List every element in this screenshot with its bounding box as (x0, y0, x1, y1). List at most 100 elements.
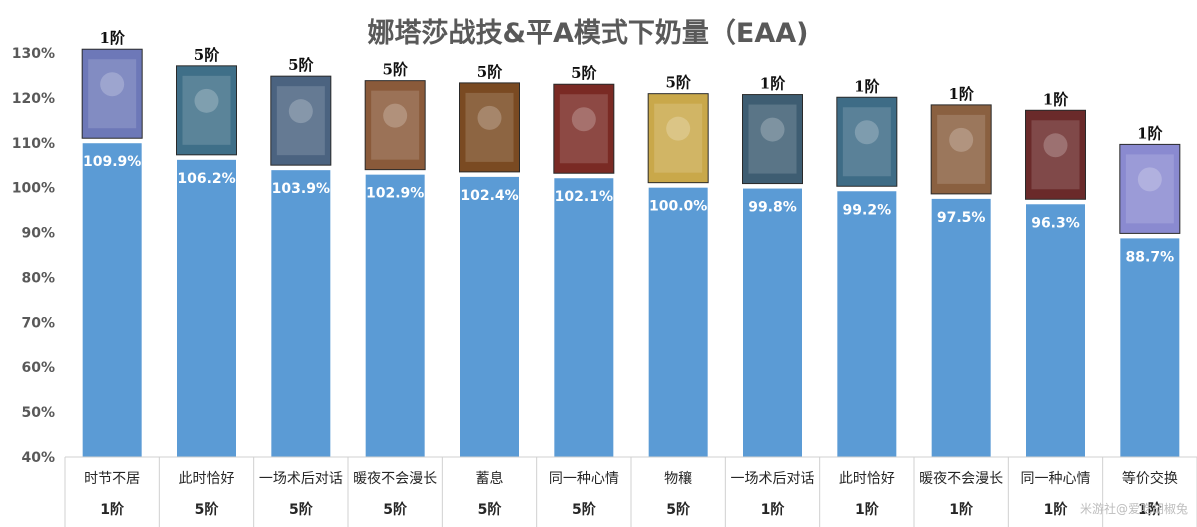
card-rank-label: 5阶 (382, 61, 408, 79)
card-art (459, 82, 520, 172)
bar (837, 191, 897, 457)
card-art-figure (194, 88, 219, 113)
bar (554, 178, 614, 458)
y-tick-label: 80% (21, 270, 55, 286)
data-label: 102.4% (460, 188, 518, 204)
data-label: 96.3% (1031, 215, 1080, 231)
bar (82, 143, 142, 457)
card-rank-label: 1阶 (1137, 124, 1163, 142)
card-rank-label: 5阶 (665, 74, 691, 92)
card-art-figure (666, 116, 691, 141)
y-tick-label: 110% (12, 136, 55, 152)
card-rank-label: 1阶 (1043, 90, 1069, 108)
card-rank-label: 5阶 (194, 46, 220, 64)
card-art (836, 97, 897, 187)
data-label: 109.9% (83, 154, 141, 170)
card-art-highlight (371, 90, 420, 160)
card-art-figure (1043, 133, 1068, 158)
card-art (742, 94, 803, 184)
card-border (270, 75, 332, 166)
card-border (647, 93, 709, 184)
y-axis: 40% 50% 60% 70% 80% 90% 100% 110% 120% 130% (12, 46, 55, 466)
bar (177, 159, 236, 457)
lightcone-card-image (836, 96, 898, 187)
x-rank-label: 5阶 (289, 501, 314, 518)
card-art-highlight (748, 104, 797, 174)
card-art (176, 65, 237, 155)
card-art-highlight (1125, 154, 1174, 224)
lightcone-card-image (930, 104, 992, 195)
card-art (1025, 110, 1086, 200)
lightcone-card-image (553, 83, 615, 174)
card-art-highlight (276, 86, 325, 156)
x-rank-label: 1阶 (100, 501, 125, 518)
x-rank-label: 5阶 (478, 501, 503, 518)
x-tick-label: 此时恰好 (179, 471, 235, 487)
x-tick-label: 等价交换 (1122, 470, 1178, 487)
card-art (648, 93, 709, 183)
x-tick-label: 暖夜不会漫长 (919, 471, 1003, 487)
card-art-highlight (182, 75, 231, 145)
bar (365, 174, 425, 457)
card-art-figure (100, 72, 125, 97)
lightcone-card-image (176, 65, 237, 156)
card-art-highlight (559, 94, 608, 164)
y-tick-label: 40% (21, 450, 55, 466)
card-art-figure (1137, 167, 1162, 192)
x-tick-label: 同一种心情 (549, 471, 619, 487)
y-tick-label: 100% (12, 181, 55, 197)
card-art-figure (571, 107, 596, 132)
card-border (364, 80, 426, 171)
card-rank-label: 5阶 (477, 63, 503, 81)
x-rank-label: 1阶 (761, 501, 786, 518)
y-tick-label: 50% (21, 405, 55, 421)
card-art-figure (949, 127, 974, 152)
x-tick-label: 一场术后对话 (731, 471, 815, 487)
x-rank-label: 1阶 (1138, 501, 1163, 518)
card-border (553, 83, 615, 174)
card-art-highlight (842, 107, 891, 177)
x-tick-label: 蓄息 (476, 470, 504, 487)
x-rank-label: 5阶 (195, 501, 220, 518)
card-border (81, 48, 143, 139)
data-label: 99.2% (843, 202, 892, 218)
bar (1026, 204, 1085, 457)
bar (743, 188, 802, 457)
y-tick-label: 120% (12, 91, 55, 107)
data-label: 102.1% (555, 189, 613, 205)
card-art-highlight (937, 114, 986, 184)
card-art-highlight (88, 59, 137, 129)
lightcone-card-image (1119, 143, 1181, 234)
data-label: 99.8% (748, 200, 797, 216)
card-art (931, 104, 992, 194)
card-border (459, 82, 520, 173)
card-art-figure (760, 117, 785, 142)
x-rank-label: 1阶 (949, 501, 974, 518)
card-border (742, 94, 803, 185)
data-label: 106.2% (177, 171, 235, 187)
bar (1120, 238, 1180, 457)
x-rank-label: 1阶 (1044, 501, 1069, 518)
x-rank-label: 5阶 (572, 501, 597, 518)
card-art-figure (383, 103, 408, 128)
bar (931, 198, 991, 457)
x-rank-label: 5阶 (666, 501, 691, 518)
bar (648, 187, 708, 457)
card-art-figure (288, 99, 313, 124)
y-tick-label: 90% (21, 226, 55, 242)
data-label: 103.9% (272, 181, 330, 197)
x-tick-label: 时节不居 (84, 471, 140, 487)
x-rank-label: 1阶 (855, 501, 880, 518)
y-tick-label: 60% (21, 360, 55, 376)
card-border (836, 96, 898, 187)
card-rank-label: 5阶 (288, 56, 314, 74)
y-tick-label: 130% (12, 46, 55, 62)
card-art (1119, 144, 1180, 234)
lightcone-card-image (81, 48, 143, 139)
card-border (930, 104, 992, 195)
card-rank-label: 1阶 (99, 29, 125, 47)
card-art (553, 84, 614, 174)
chart-title: 娜塔莎战技&平A模式下奶量（EAA) (367, 18, 808, 49)
card-rank-label: 1阶 (854, 77, 880, 95)
